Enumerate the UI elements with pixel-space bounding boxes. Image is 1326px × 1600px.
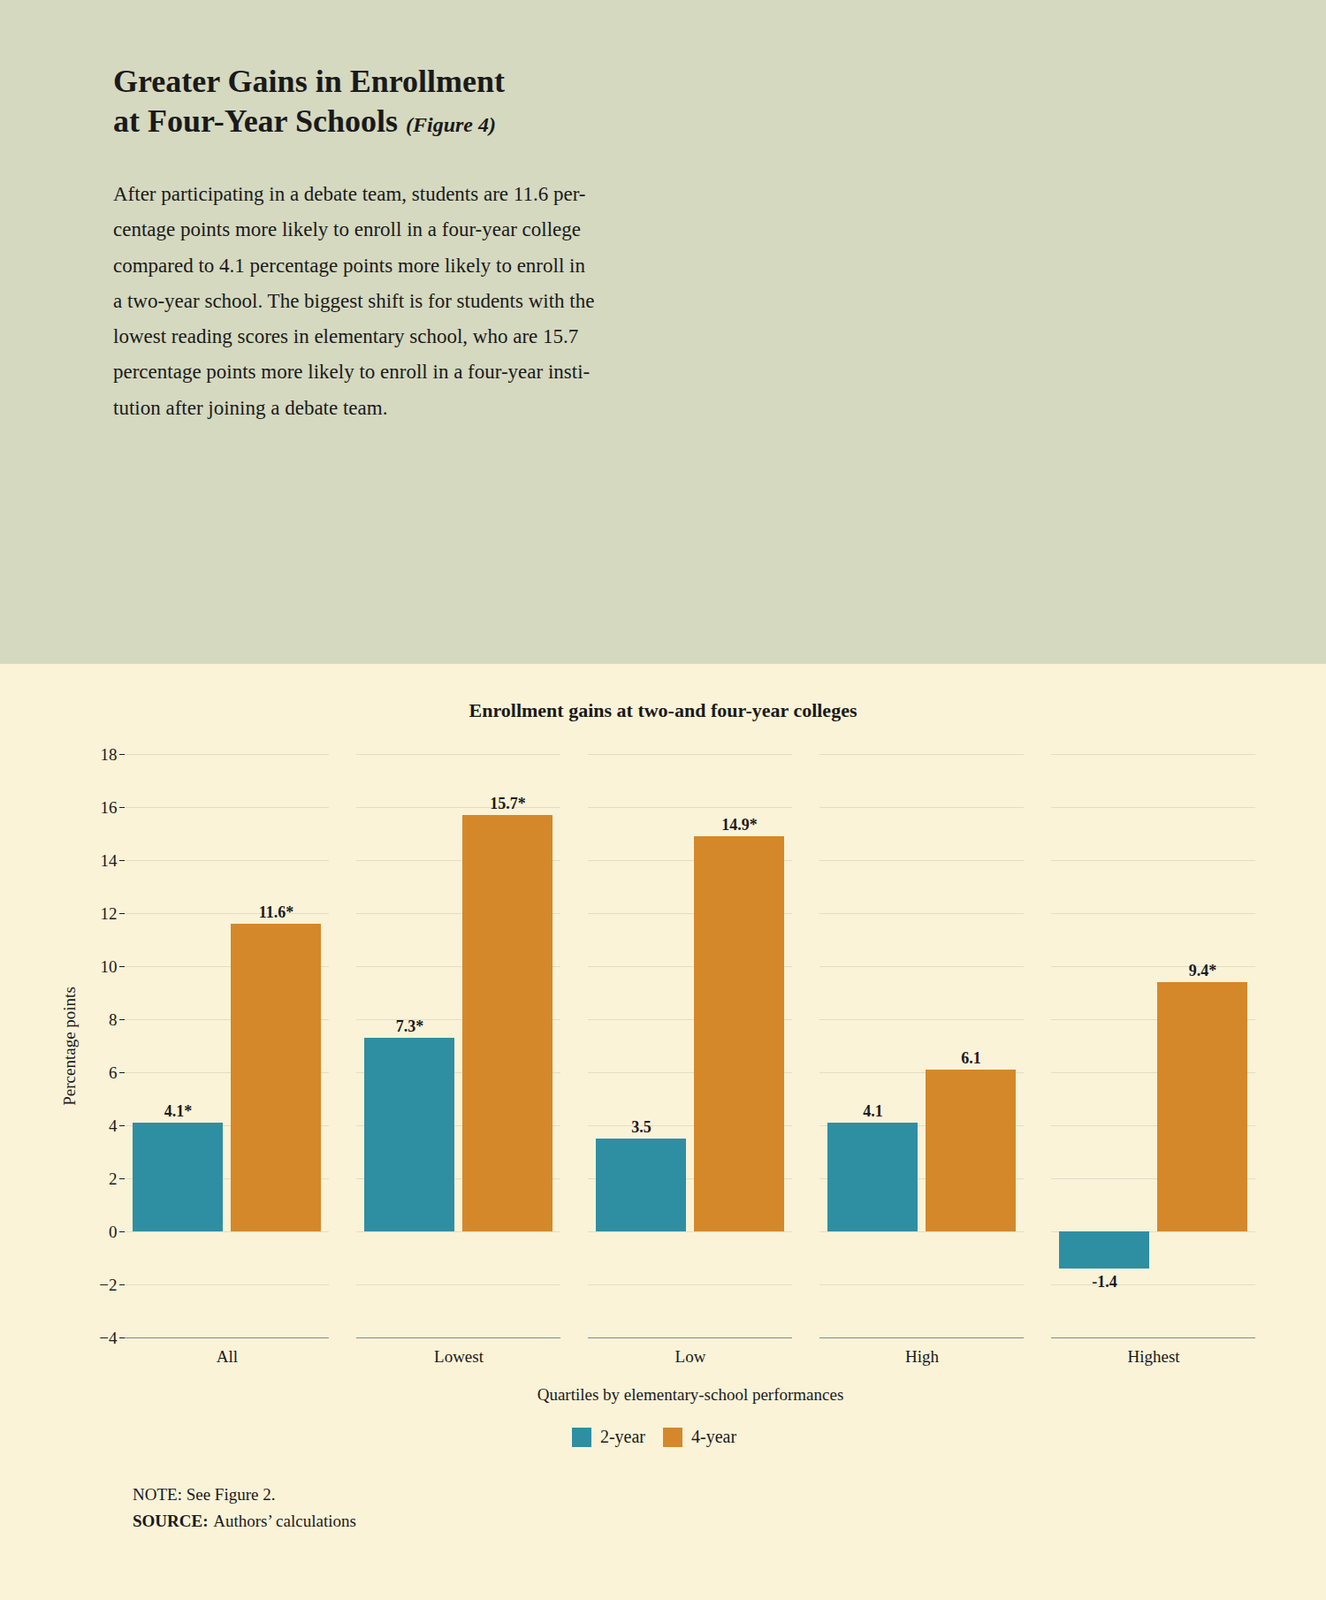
- svg-text:10: 10: [100, 957, 118, 976]
- svg-text:−4: −4: [99, 1328, 118, 1348]
- svg-text:All: All: [216, 1347, 238, 1366]
- html-text:a two-year school. The biggest: a two-year school. The biggest shift is …: [113, 289, 595, 312]
- svg-text:Low: Low: [675, 1347, 707, 1366]
- svg-text:14.9*: 14.9*: [721, 815, 758, 834]
- svg-text:2: 2: [108, 1169, 118, 1189]
- html-text:2-year: 2-year: [600, 1426, 646, 1447]
- svg-text:16: 16: [100, 798, 118, 817]
- html-text:SOURCE: Authors’ calculations: SOURCE: Authors’ calculations: [132, 1511, 357, 1531]
- svg-text:Quartiles by elementary-school: Quartiles by elementary-school performan…: [537, 1385, 845, 1404]
- svg-text:9.4*: 9.4*: [1188, 961, 1218, 980]
- html-text:compared to 4.1 percentage poi: compared to 4.1 percentage points more l…: [113, 254, 586, 277]
- html-text:NOTE: See Figure 2.: NOTE: See Figure 2.: [132, 1485, 276, 1504]
- svg-text:18: 18: [100, 745, 118, 764]
- svg-text:4.1*: 4.1*: [164, 1102, 193, 1121]
- svg-text:6.1: 6.1: [960, 1049, 982, 1067]
- svg-text:−2: −2: [99, 1275, 117, 1295]
- html-text:After participating in a debat: After participating in a debate team, st…: [113, 182, 586, 206]
- svg-text:Percentage points: Percentage points: [60, 986, 79, 1106]
- svg-text:Lowest: Lowest: [434, 1347, 485, 1366]
- svg-text:8: 8: [108, 1010, 118, 1029]
- svg-text:12: 12: [100, 904, 118, 923]
- svg-text:3.5: 3.5: [631, 1118, 652, 1136]
- svg-text:6: 6: [108, 1063, 118, 1083]
- svg-text:High: High: [905, 1347, 940, 1366]
- svg-text:15.7*: 15.7*: [489, 794, 526, 813]
- html-text:percentage points more likely: percentage points more likely to enroll …: [113, 360, 590, 384]
- html-text:tution after joining a debate: tution after joining a debate team.: [113, 396, 388, 419]
- svg-text:Highest: Highest: [1127, 1347, 1181, 1366]
- svg-text:4.1: 4.1: [862, 1102, 884, 1121]
- svg-text:14: 14: [100, 851, 119, 870]
- svg-text:4: 4: [108, 1116, 118, 1136]
- html-text:lowest reading scores in eleme: lowest reading scores in elementary scho…: [113, 325, 579, 348]
- svg-text:0: 0: [108, 1222, 118, 1242]
- svg-text:-1.4: -1.4: [1091, 1272, 1118, 1291]
- html-text:4-year: 4-year: [691, 1426, 737, 1447]
- html-text:Greater Gains in Enrollment at: Greater Gains in Enrollment at Four-Year…: [113, 63, 505, 139]
- svg-text:7.3*: 7.3*: [396, 1017, 425, 1036]
- html-text:centage points more likely to: centage points more likely to enroll in …: [113, 218, 581, 241]
- html-text:Enrollment gains at two-and fo: Enrollment gains at two-and four-year co…: [468, 699, 858, 722]
- svg-text:11.6*: 11.6*: [259, 903, 295, 922]
